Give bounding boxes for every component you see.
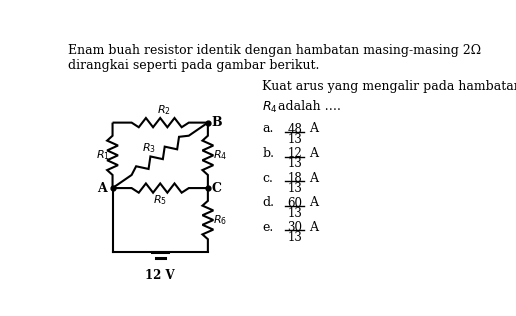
Text: $R_1$: $R_1$: [96, 149, 110, 162]
Text: $R_6$: $R_6$: [213, 213, 228, 227]
Text: $R_5$: $R_5$: [153, 193, 167, 207]
Text: Enam buah resistor identik dengan hambatan masing-masing 2Ω: Enam buah resistor identik dengan hambat…: [69, 44, 481, 57]
Text: e.: e.: [262, 221, 273, 234]
Text: A: A: [309, 196, 318, 209]
Text: $R_4$: $R_4$: [262, 100, 278, 115]
Text: A: A: [309, 122, 318, 135]
Text: Kuat arus yang mengalir pada hambatan: Kuat arus yang mengalir pada hambatan: [262, 80, 516, 93]
Text: b.: b.: [262, 147, 274, 160]
Text: $R_4$: $R_4$: [213, 149, 228, 162]
Text: 60: 60: [287, 197, 302, 210]
Text: C: C: [212, 182, 222, 195]
Text: adalah ….: adalah ….: [278, 100, 341, 112]
Text: 48: 48: [287, 123, 302, 136]
Text: 13: 13: [287, 182, 302, 195]
Text: $R_2$: $R_2$: [157, 103, 171, 117]
Text: B: B: [212, 116, 222, 129]
Text: 13: 13: [287, 157, 302, 170]
Text: A: A: [309, 147, 318, 160]
Text: A: A: [96, 182, 106, 195]
Text: 13: 13: [287, 231, 302, 244]
Text: 18: 18: [287, 172, 302, 185]
Text: a.: a.: [262, 122, 273, 135]
Text: dirangkai seperti pada gambar berikut.: dirangkai seperti pada gambar berikut.: [69, 59, 320, 72]
Text: 12: 12: [287, 147, 302, 160]
Text: c.: c.: [262, 172, 273, 185]
Text: 30: 30: [287, 221, 302, 234]
Text: 12 V: 12 V: [146, 269, 175, 282]
Text: 13: 13: [287, 207, 302, 220]
Text: A: A: [309, 172, 318, 185]
Text: 13: 13: [287, 133, 302, 146]
Text: d.: d.: [262, 196, 274, 209]
Text: $R_3$: $R_3$: [142, 141, 156, 155]
Text: A: A: [309, 221, 318, 234]
